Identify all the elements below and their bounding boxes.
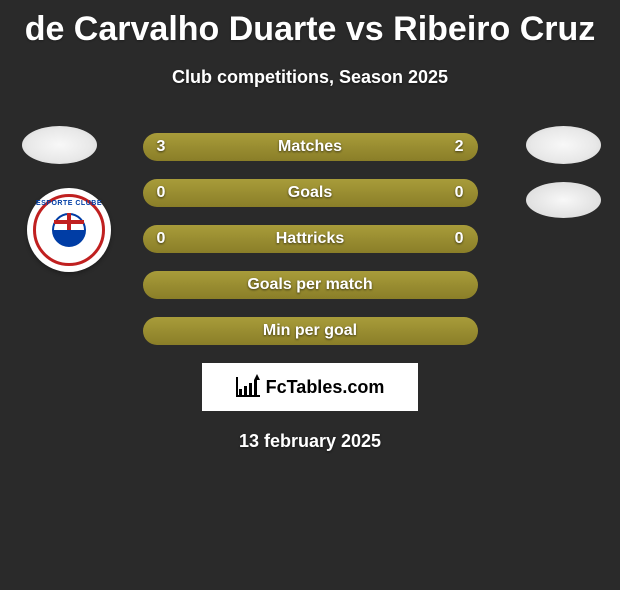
stat-row-matches: 3 Matches 2 [0,133,620,161]
brand-name: FcTables.com [266,377,385,398]
stat-label: Min per goal [263,322,357,340]
page-title: de Carvalho Duarte vs Ribeiro Cruz [0,10,620,49]
stat-row-goals: 0 Goals 0 [0,179,620,207]
date-text: 13 february 2025 [0,431,620,452]
brand-logo-box: FcTables.com [202,363,418,411]
stat-value-left: 0 [157,184,166,202]
stat-label: Goals per match [247,276,372,294]
chart-icon [236,377,260,397]
stat-value-right: 0 [455,184,464,202]
stat-value-left: 3 [157,138,166,156]
stat-row-goals-per-match: Goals per match [0,271,620,299]
stat-row-hattricks: 0 Hattricks 0 [0,225,620,253]
stat-value-right: 2 [455,138,464,156]
stat-label: Goals [288,184,332,202]
stat-label: Hattricks [276,230,344,248]
stats-area: 3 Matches 2 0 Goals 0 0 Hattricks 0 Goal… [0,133,620,345]
subtitle: Club competitions, Season 2025 [0,67,620,88]
stat-label: Matches [278,138,342,156]
stat-row-min-per-goal: Min per goal [0,317,620,345]
stat-value-right: 0 [455,230,464,248]
stat-value-left: 0 [157,230,166,248]
